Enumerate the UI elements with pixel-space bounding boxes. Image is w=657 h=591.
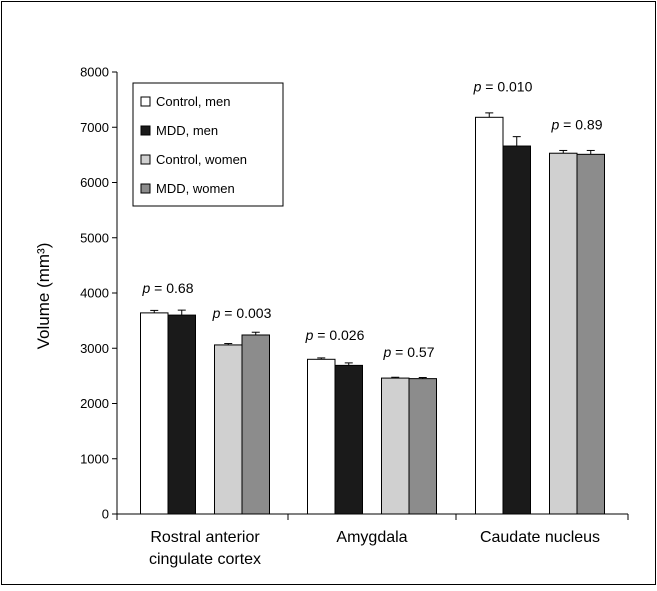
y-tick-label: 5000	[80, 230, 109, 245]
x-category-label: Amygdala	[336, 529, 407, 546]
legend-swatch	[140, 96, 151, 107]
legend-label: MDD, women	[156, 181, 235, 196]
bar	[408, 378, 437, 515]
legend-label: Control, men	[156, 94, 230, 109]
bar	[214, 344, 243, 515]
p-symbol: p	[383, 344, 392, 360]
p-value-text: = 0.57	[391, 344, 434, 360]
y-tick-label: 4000	[80, 286, 109, 301]
p-value-annotation: p = 0.89	[551, 116, 603, 132]
y-tick-label: 1000	[80, 451, 109, 466]
p-value-annotation: p = 0.003	[212, 305, 272, 321]
y-tick-label: 8000	[80, 65, 109, 80]
p-value-text: = 0.003	[220, 305, 271, 321]
bar	[140, 312, 169, 515]
legend-box	[132, 82, 284, 207]
bar	[381, 377, 410, 515]
p-value-annotation: p = 0.026	[305, 327, 365, 343]
bar	[167, 314, 196, 515]
p-symbol: p	[473, 78, 482, 94]
bar	[334, 364, 363, 515]
p-symbol: p	[142, 280, 151, 296]
bar	[307, 358, 336, 515]
x-category-label: Caudate nucleus	[480, 529, 600, 546]
legend-label: Control, women	[156, 152, 247, 167]
y-tick-label: 3000	[80, 341, 109, 356]
p-value-annotation: p = 0.57	[383, 344, 435, 360]
x-category-label: Rostral anterior	[150, 529, 260, 546]
p-value-text: = 0.68	[150, 280, 193, 296]
y-tick-label: 6000	[80, 175, 109, 190]
p-value-annotation: p = 0.010	[473, 78, 533, 94]
legend-swatch	[140, 183, 151, 194]
p-symbol: p	[212, 305, 221, 321]
legend-swatch	[140, 125, 151, 136]
legend-label: MDD, men	[156, 123, 218, 138]
p-value-text: = 0.010	[481, 78, 532, 94]
legend-swatch	[140, 154, 151, 165]
plot-area: 0 1000 2000 3000 4000 5000 6000 7000 8000 Rostral…	[80, 65, 629, 568]
p-value-text: = 0.026	[313, 327, 364, 343]
y-tick-label: 7000	[80, 120, 109, 135]
x-category-label: cingulate cortex	[149, 551, 261, 568]
y-axis-title: Volume (mm³)	[34, 243, 53, 350]
bar	[502, 145, 531, 515]
p-value-text: = 0.89	[559, 116, 602, 132]
y-tick-label: 2000	[80, 396, 109, 411]
bar	[241, 334, 270, 515]
p-value-annotation: p = 0.68	[142, 280, 194, 296]
y-tick-label: 0	[102, 507, 109, 522]
bar	[549, 152, 578, 515]
bar	[576, 153, 605, 515]
p-symbol: p	[551, 116, 560, 132]
p-symbol: p	[305, 327, 314, 343]
bar	[475, 116, 504, 515]
